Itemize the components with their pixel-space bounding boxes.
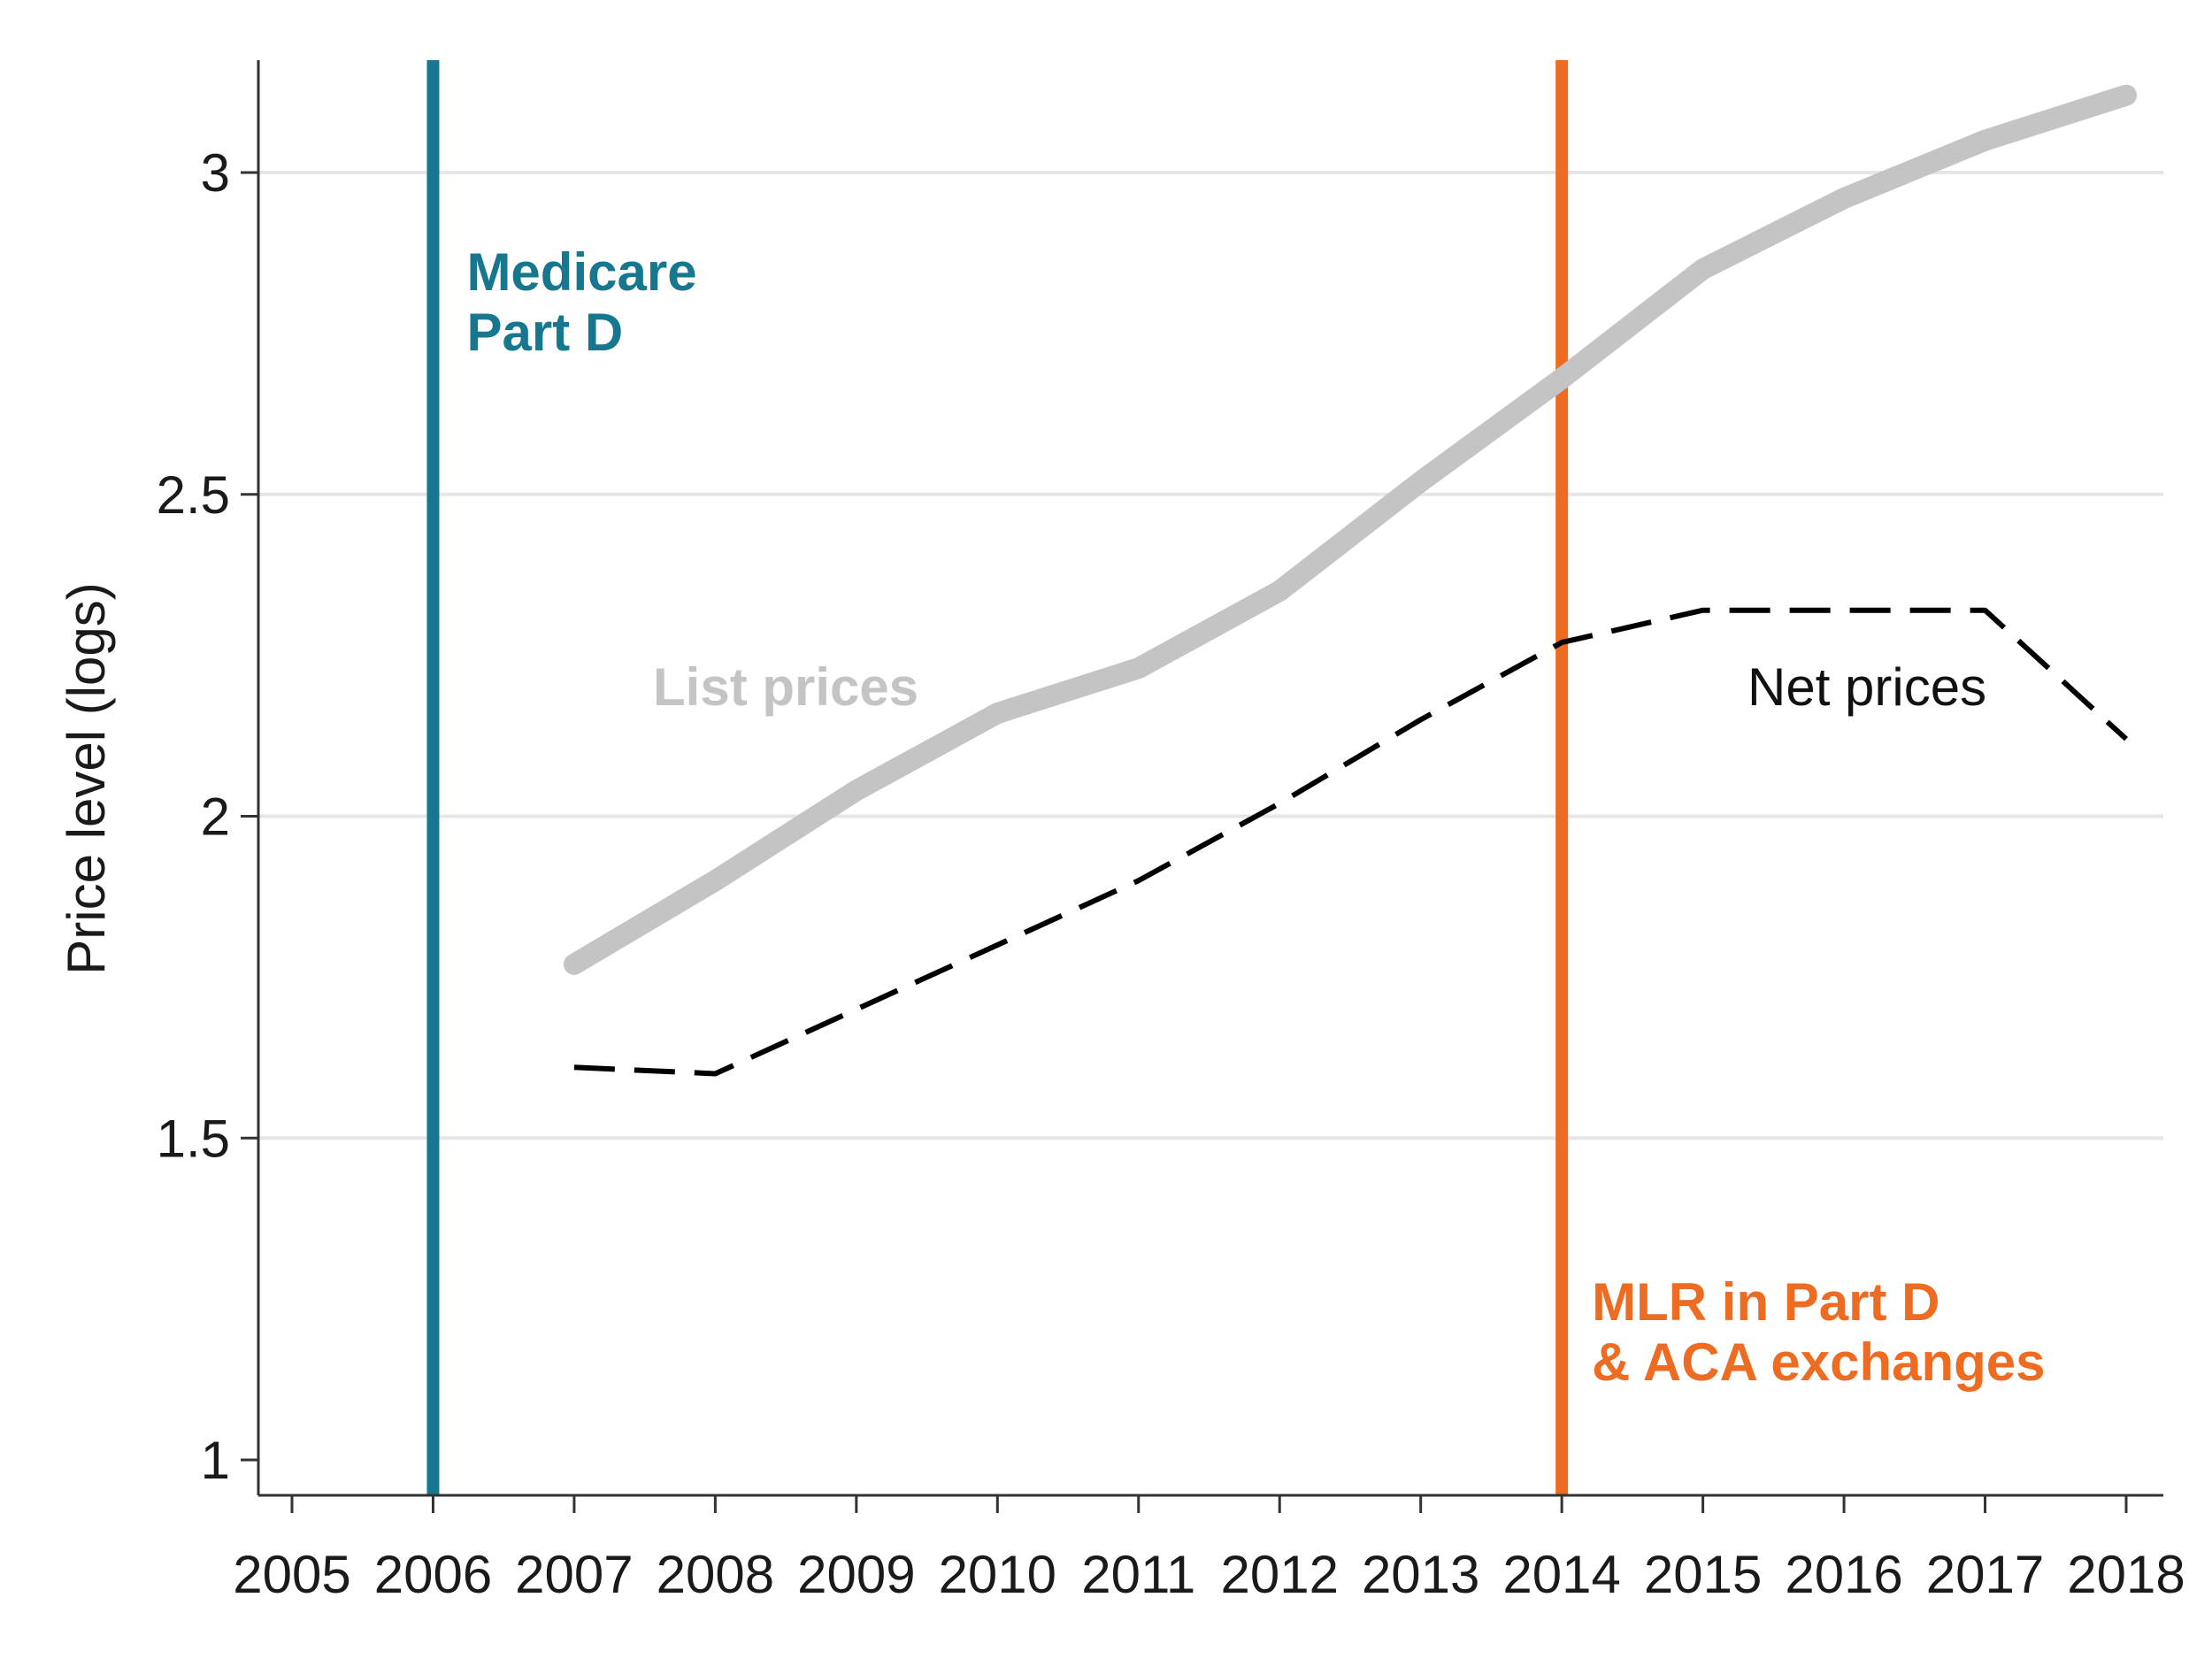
reference-line-label: & ACA exchanges (1592, 1333, 2045, 1392)
list-prices-label: List prices (653, 657, 918, 717)
x-tick-label: 2006 (374, 1545, 492, 1604)
x-tick-label: 2008 (657, 1545, 774, 1604)
x-tick-label: 2005 (233, 1545, 350, 1604)
list-prices-line (563, 84, 2137, 975)
y-tick-label: 2.5 (157, 465, 230, 525)
axes: 1 1.5 2 2.5 3 2005 2006 2007 2008 2009 2010 2011 201… (157, 60, 2185, 1604)
y-axis-title: Price level (logs) (57, 582, 116, 974)
x-tick-label: 2018 (2067, 1545, 2185, 1604)
reference-line-label: MLR in Part D (1592, 1272, 1939, 1332)
gridlines (258, 171, 2163, 1141)
y-tick-label: 3 (201, 143, 230, 203)
x-tick-label: 2017 (1926, 1545, 2044, 1604)
x-tick-label: 2013 (1362, 1545, 1479, 1604)
y-tick-label: 1.5 (157, 1109, 230, 1168)
x-tick-label: 2016 (1785, 1545, 1902, 1604)
x-tick-label: 2010 (939, 1545, 1056, 1604)
net-prices-label: Net prices (1747, 657, 1986, 717)
series-lines (563, 84, 2137, 1077)
x-tick-label: 2015 (1644, 1545, 1762, 1604)
reference-line-label: Medicare (466, 242, 696, 302)
x-tick-label: 2009 (797, 1545, 915, 1604)
x-tick-label: 2012 (1220, 1545, 1338, 1604)
x-tick-label: 2014 (1502, 1545, 1620, 1604)
reference-line-label: Part D (466, 303, 623, 362)
reference-lines (426, 60, 1569, 1495)
x-tick-label: 2011 (1081, 1545, 1195, 1604)
y-tick-label: 2 (201, 787, 230, 847)
net-prices-line (573, 607, 2129, 1077)
x-tick-label: 2007 (515, 1545, 633, 1604)
y-tick-label: 1 (201, 1431, 230, 1490)
